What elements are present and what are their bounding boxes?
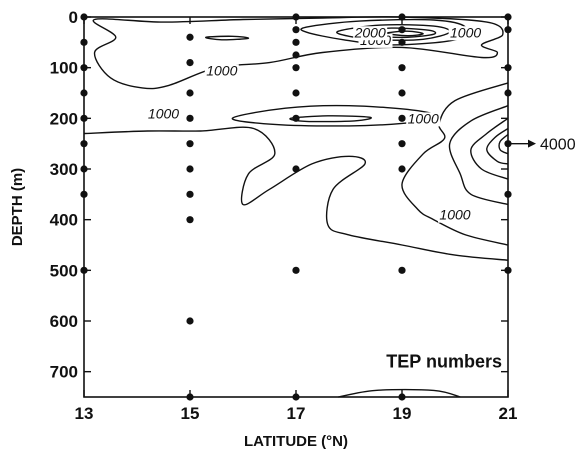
y-axis-title: DEPTH (m) (9, 168, 26, 246)
contour-bottom-contour (338, 388, 461, 398)
sample-point (186, 89, 194, 97)
contour-label-backing (438, 208, 472, 223)
sample-point (186, 216, 194, 224)
contour-label: 1000 (148, 105, 179, 121)
contour-label-backing (406, 112, 441, 127)
x-tick-label: 21 (499, 404, 518, 423)
contour-label-backing (353, 26, 388, 41)
contour-surface-bullseye-2 (336, 24, 451, 41)
off-axis-4000-marker: 4000 (508, 137, 576, 154)
y-tick-label: 200 (50, 109, 78, 128)
contour-right-cone-3 (470, 117, 509, 180)
contour-thin-tick-15-40 (205, 35, 250, 41)
sample-point (292, 89, 300, 97)
sample-point (186, 33, 194, 41)
contour-labels-layer: 1000100010001000100020001000 (146, 24, 483, 223)
contour-label: 1000 (206, 62, 237, 78)
contour-deep-1000-line (83, 126, 509, 261)
y-tick-label: 100 (50, 59, 78, 78)
sample-point (292, 51, 300, 59)
sample-point (186, 165, 194, 173)
contour-label-backing (204, 64, 239, 79)
contour-label: 2000 (354, 24, 386, 40)
sample-point (186, 114, 194, 122)
contour-label: 1000 (439, 207, 470, 223)
contour-right-cone-1 (401, 82, 509, 246)
x-tick-label: 13 (75, 404, 94, 423)
arrow-head-icon (528, 139, 536, 148)
x-tick-label: 15 (181, 404, 200, 423)
x-tick-label: 19 (393, 404, 412, 423)
sample-point (398, 266, 406, 274)
contour-label: 1000 (408, 110, 439, 126)
sample-point (186, 140, 194, 148)
sample-point (186, 317, 194, 325)
contour-shallow-left-loop (92, 16, 504, 90)
sample-point (398, 64, 406, 72)
y-tick-label: 400 (50, 211, 78, 230)
sample-point (398, 89, 406, 97)
sample-point (292, 38, 300, 46)
y-tick-label: 500 (50, 261, 78, 280)
y-tick-label: 600 (50, 312, 78, 331)
contour-label-backing (448, 26, 483, 41)
sample-point (292, 266, 300, 274)
off-axis-label: 4000 (540, 137, 576, 154)
contour-right-cone-2 (448, 105, 509, 206)
sample-point (398, 38, 406, 46)
y-tick-label: 0 (69, 8, 78, 27)
sample-point (292, 165, 300, 173)
y-tick-label: 300 (50, 160, 78, 179)
contour-small-lens-17-200 (289, 115, 372, 123)
sample-point (292, 64, 300, 72)
contour-right-cone-4 (486, 127, 509, 165)
sample-point (292, 114, 300, 122)
x-tick-label: 17 (287, 404, 306, 423)
sample-point (398, 26, 406, 34)
sample-point (398, 140, 406, 148)
sample-point (398, 114, 406, 122)
sample-point (292, 26, 300, 34)
contour-label-backing (146, 107, 181, 122)
tep-numbers-annotation: TEP numbers (386, 352, 502, 372)
contour-right-cone-5 (498, 133, 509, 155)
sample-point (186, 190, 194, 198)
sample-point (186, 59, 194, 67)
contour-label: 1000 (450, 24, 481, 40)
ticks-layer: 13 15 17 19 21 0 100 200 300 400 500 600 700 (50, 8, 518, 423)
sample-point (398, 165, 406, 173)
y-tick-label: 700 (50, 363, 78, 382)
x-axis-title: LATITUDE (°N) (244, 433, 348, 450)
